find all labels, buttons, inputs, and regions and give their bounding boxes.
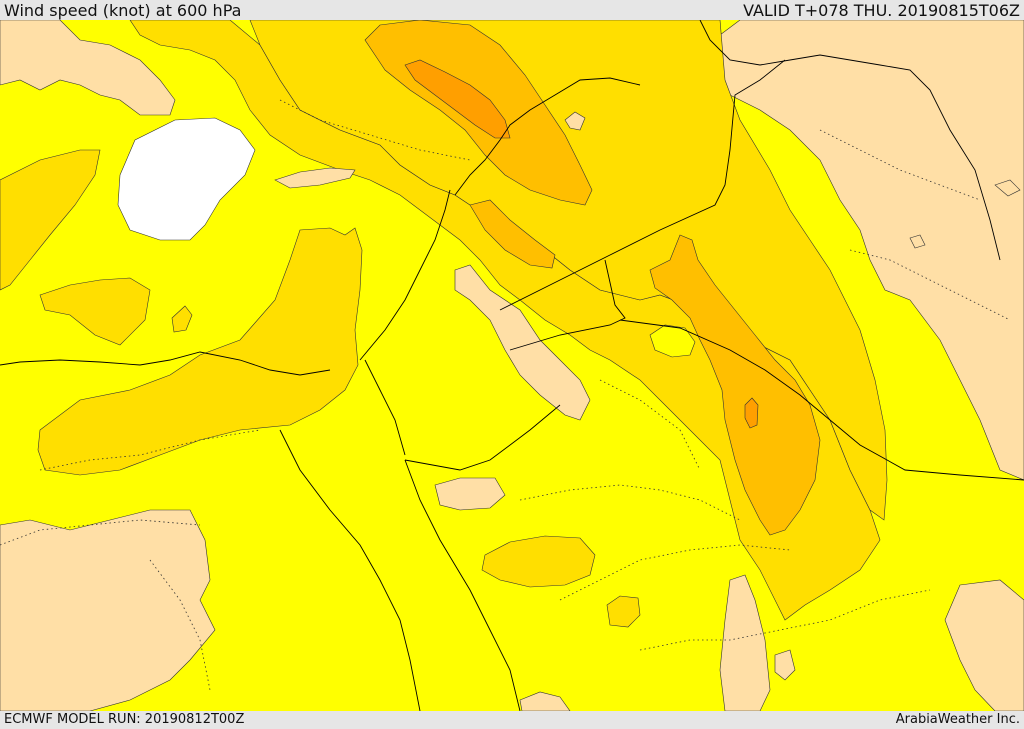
band-2-cyprus-area: [39, 277, 151, 346]
border-iraq-syria: [499, 59, 786, 311]
border-egypt-israel: [364, 359, 406, 456]
band-2-saudi-small: [606, 595, 641, 628]
white-region: [117, 117, 256, 241]
border-jordan-saudi: [509, 259, 626, 351]
map-area: [0, 20, 1024, 711]
band-2-egypt: [37, 227, 363, 476]
band-2-saudi-center: [481, 535, 596, 588]
small-island-2: [564, 111, 586, 131]
small-island-4: [909, 234, 926, 249]
band-3-syria: [469, 199, 556, 269]
coast-red-sea: [279, 429, 421, 711]
credit: ArabiaWeather Inc.: [895, 712, 1020, 727]
dotted-boundary-10: [149, 559, 211, 691]
calm-region-nw: [0, 20, 176, 116]
small-features: [274, 111, 1021, 249]
dotted-boundary-1: [0, 519, 201, 546]
coast-med-east: [359, 189, 451, 361]
dotted-boundary-3: [519, 484, 741, 521]
dotted-boundary-9: [599, 379, 701, 471]
small-island-1: [274, 167, 356, 189]
band-4-small: [744, 397, 759, 429]
valid-time: VALID T+078 THU. 20190815T06Z: [743, 1, 1020, 20]
calm-region-ne-saudi: [434, 477, 506, 511]
wind-speed-map: [0, 20, 1024, 711]
coast-levant: [0, 351, 331, 376]
small-island-3: [994, 179, 1021, 197]
border-egypt-sudan: [404, 404, 561, 471]
band-2-small-west: [171, 305, 193, 333]
header-bar: Wind speed (knot) at 600 hPa VALID T+078…: [0, 0, 1024, 20]
border-turkey-syria: [454, 77, 641, 196]
border-lines: [0, 20, 1024, 711]
band-2-regions: [0, 20, 888, 628]
calm-region-east-small: [774, 649, 796, 681]
calm-region-se: [944, 579, 1024, 711]
dotted-boundary-8: [849, 249, 1011, 321]
calm-region-sw: [0, 509, 216, 711]
coast-arabia-east: [404, 459, 521, 711]
band-3-iraq: [649, 234, 821, 536]
calm-region-bottom: [519, 691, 571, 711]
dotted-boundary-4: [559, 544, 791, 601]
calm-region-south: [719, 574, 771, 711]
model-run: ECMWF MODEL RUN: 20190812T00Z: [4, 712, 245, 727]
band-2-west: [0, 149, 101, 291]
band-3-hole: [649, 324, 696, 358]
map-title: Wind speed (knot) at 600 hPa: [4, 1, 242, 20]
border-iraq-saudi: [619, 319, 1024, 481]
internal-boundaries: [0, 99, 1011, 691]
calm-regions: [0, 20, 1024, 711]
border-north: [699, 20, 1001, 261]
band-4-regions: [404, 59, 759, 429]
band-4-turkey: [404, 59, 511, 139]
dotted-boundary-5: [639, 589, 931, 651]
footer-bar: ECMWF MODEL RUN: 20190812T00Z ArabiaWeat…: [0, 711, 1024, 729]
calm-region-jordan: [454, 264, 591, 421]
